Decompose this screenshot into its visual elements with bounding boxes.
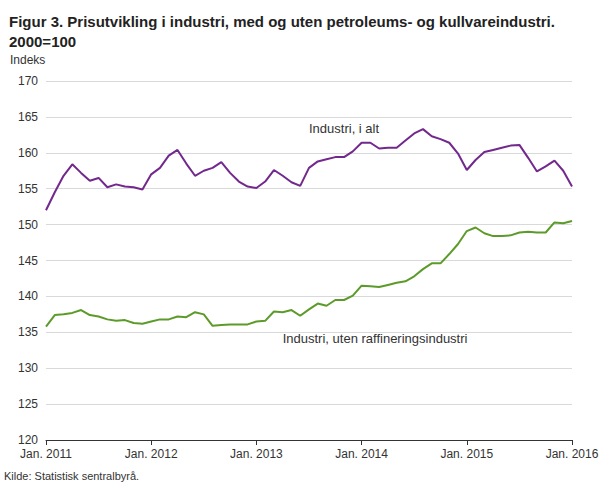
svg-text:160: 160 bbox=[18, 146, 38, 160]
svg-text:Jan. 2012: Jan. 2012 bbox=[125, 447, 178, 461]
svg-text:Figur 3. Prisutvikling i indus: Figur 3. Prisutvikling i industri, med o… bbox=[9, 13, 555, 30]
svg-text:Indeks: Indeks bbox=[10, 53, 45, 67]
svg-text:Jan. 2014: Jan. 2014 bbox=[335, 447, 388, 461]
svg-text:120: 120 bbox=[18, 433, 38, 447]
svg-text:2000=100: 2000=100 bbox=[9, 33, 76, 50]
svg-text:140: 140 bbox=[18, 289, 38, 303]
svg-text:130: 130 bbox=[18, 361, 38, 375]
svg-text:170: 170 bbox=[18, 74, 38, 88]
svg-text:Jan. 2015: Jan. 2015 bbox=[440, 447, 493, 461]
svg-text:Jan. 2013: Jan. 2013 bbox=[230, 447, 283, 461]
svg-text:165: 165 bbox=[18, 110, 38, 124]
svg-text:Jan. 2011: Jan. 2011 bbox=[20, 447, 72, 461]
svg-text:Kilde: Statistisk sentralbyrå.: Kilde: Statistisk sentralbyrå. bbox=[4, 470, 139, 482]
svg-text:Jan. 2016: Jan. 2016 bbox=[546, 447, 599, 461]
svg-text:125: 125 bbox=[18, 397, 38, 411]
svg-text:145: 145 bbox=[18, 254, 38, 268]
svg-text:Industri, i alt: Industri, i alt bbox=[309, 121, 379, 136]
svg-text:150: 150 bbox=[18, 218, 38, 232]
svg-text:135: 135 bbox=[18, 325, 38, 339]
svg-text:155: 155 bbox=[18, 182, 38, 196]
svg-text:Industri, uten raffineringsind: Industri, uten raffineringsindustri bbox=[283, 331, 468, 346]
